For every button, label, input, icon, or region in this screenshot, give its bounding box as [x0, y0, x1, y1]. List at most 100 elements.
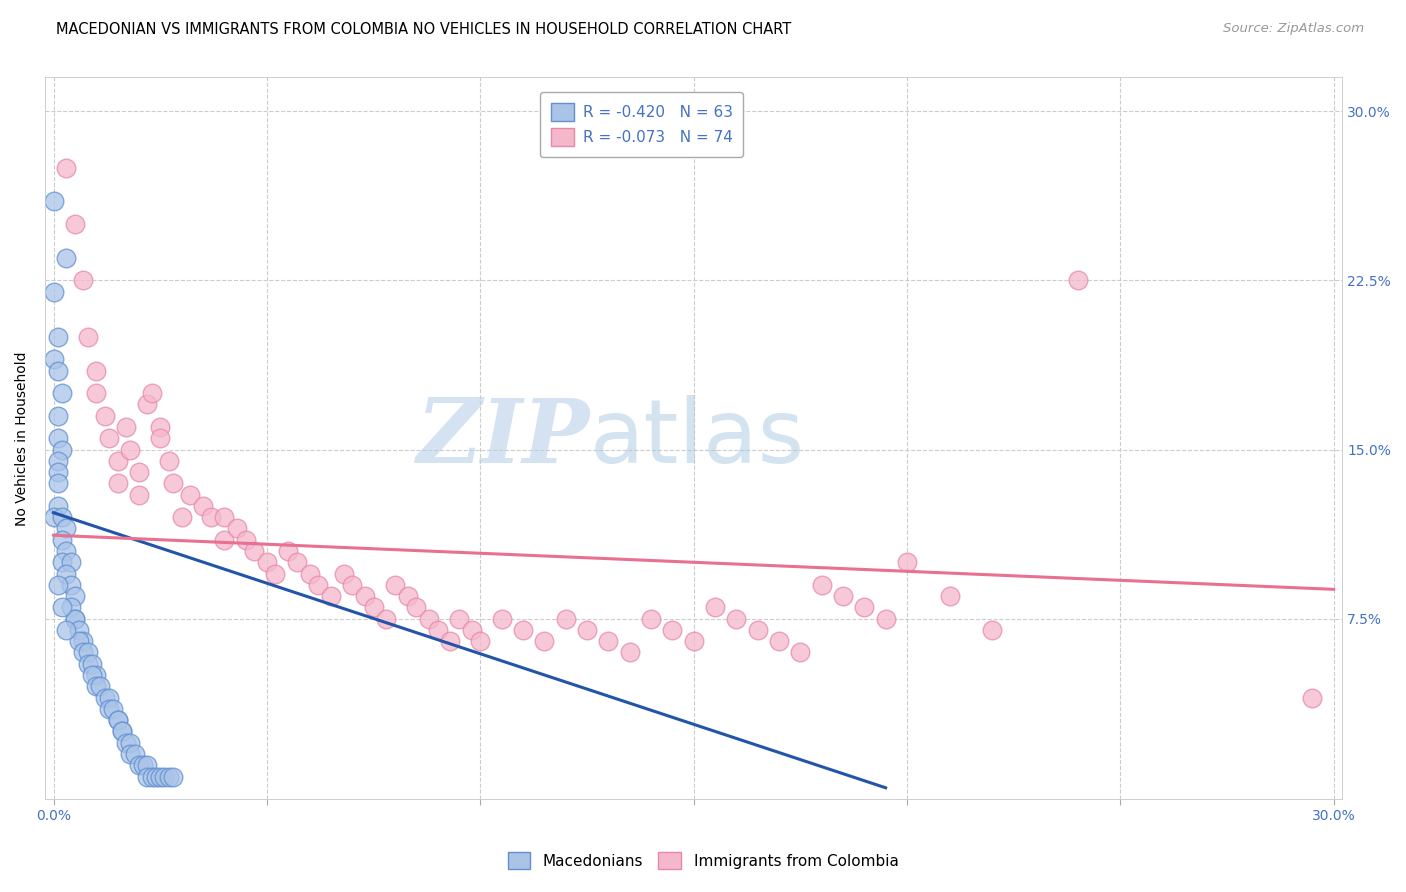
Legend: R = -0.420   N = 63, R = -0.073   N = 74: R = -0.420 N = 63, R = -0.073 N = 74 [540, 92, 744, 157]
Point [981, 623, 1004, 637]
Point [832, 589, 855, 603]
Point [111, 724, 134, 739]
Point [896, 555, 918, 569]
Point [63, 589, 86, 603]
Point [149, 431, 172, 445]
Point [115, 736, 138, 750]
Point [59, 555, 82, 569]
Point [533, 634, 555, 648]
Point [153, 770, 176, 784]
Point [42, 194, 65, 209]
Point [115, 420, 138, 434]
Point [55, 623, 77, 637]
Point [136, 397, 159, 411]
Point [426, 623, 449, 637]
Point [93, 690, 115, 705]
Point [128, 465, 150, 479]
Point [619, 645, 641, 659]
Point [375, 612, 398, 626]
Point [938, 589, 960, 603]
Point [162, 476, 184, 491]
Point [405, 600, 427, 615]
Point [93, 409, 115, 423]
Point [98, 702, 121, 716]
Point [51, 510, 73, 524]
Point [285, 555, 308, 569]
Point [704, 600, 727, 615]
Text: MACEDONIAN VS IMMIGRANTS FROM COLOMBIA NO VEHICLES IN HOUSEHOLD CORRELATION CHAR: MACEDONIAN VS IMMIGRANTS FROM COLOMBIA N… [56, 22, 792, 37]
Point [76, 657, 98, 671]
Point [418, 612, 440, 626]
Point [120, 442, 142, 457]
Point [575, 623, 598, 637]
Point [42, 510, 65, 524]
Point [157, 770, 180, 784]
Point [46, 363, 69, 377]
Point [554, 612, 576, 626]
Point [46, 330, 69, 344]
Point [67, 634, 90, 648]
Point [51, 600, 73, 615]
Point [84, 386, 107, 401]
Point [111, 724, 134, 739]
Y-axis label: No Vehicles in Household: No Vehicles in Household [15, 351, 30, 525]
Point [319, 589, 342, 603]
Point [80, 657, 103, 671]
Point [226, 521, 249, 535]
Point [55, 251, 77, 265]
Point [84, 679, 107, 693]
Point [55, 521, 77, 535]
Point [1301, 690, 1323, 705]
Point [76, 330, 98, 344]
Point [72, 273, 94, 287]
Point [384, 578, 406, 592]
Point [136, 770, 159, 784]
Point [640, 612, 662, 626]
Point [128, 488, 150, 502]
Text: ZIP: ZIP [416, 395, 591, 482]
Point [212, 510, 235, 524]
Point [72, 634, 94, 648]
Point [141, 386, 163, 401]
Point [89, 679, 111, 693]
Point [46, 431, 69, 445]
Point [661, 623, 683, 637]
Point [157, 454, 180, 468]
Point [853, 600, 876, 615]
Point [120, 747, 142, 761]
Point [298, 566, 321, 581]
Point [810, 578, 832, 592]
Point [124, 747, 146, 761]
Point [149, 420, 172, 434]
Point [72, 645, 94, 659]
Point [42, 285, 65, 299]
Point [107, 454, 129, 468]
Point [51, 555, 73, 569]
Point [136, 758, 159, 772]
Point [128, 758, 150, 772]
Point [107, 713, 129, 727]
Point [80, 668, 103, 682]
Point [46, 499, 69, 513]
Point [277, 544, 299, 558]
Point [84, 363, 107, 377]
Point [179, 488, 201, 502]
Point [512, 623, 534, 637]
Point [725, 612, 748, 626]
Point [396, 589, 419, 603]
Point [332, 566, 354, 581]
Point [470, 634, 492, 648]
Point [1066, 273, 1088, 287]
Point [51, 533, 73, 547]
Point [120, 736, 142, 750]
Point [768, 634, 790, 648]
Point [682, 634, 704, 648]
Point [63, 612, 86, 626]
Point [342, 578, 364, 592]
Point [63, 217, 86, 231]
Point [354, 589, 377, 603]
Point [256, 555, 278, 569]
Point [42, 352, 65, 367]
Point [439, 634, 461, 648]
Point [107, 713, 129, 727]
